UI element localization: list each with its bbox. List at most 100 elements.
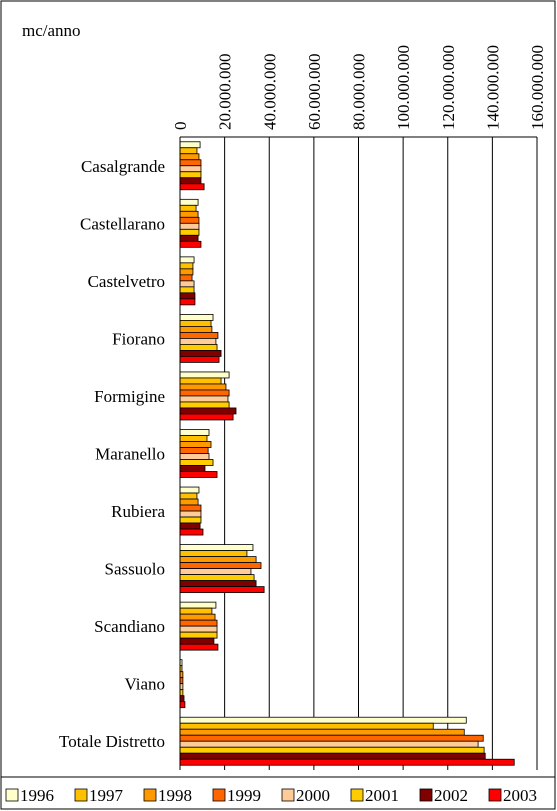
bar <box>179 395 229 403</box>
bar <box>179 222 200 230</box>
legend-label: 1996 <box>20 786 54 805</box>
bar <box>179 356 220 363</box>
x-tick-label: 60.000.000 <box>305 54 324 131</box>
bar <box>179 465 206 472</box>
bar <box>179 216 200 224</box>
bar <box>179 562 262 569</box>
x-tick-label: 160.000.000 <box>528 45 547 130</box>
y-tick-label: Casalgrande <box>81 157 165 176</box>
bar <box>179 619 218 627</box>
y-tick-label: Formigine <box>94 387 165 406</box>
legend-label: 2001 <box>365 786 399 805</box>
x-tick-label: 120.000.000 <box>439 45 458 130</box>
bar <box>179 286 195 294</box>
legend-label: 2000 <box>296 786 330 805</box>
bar <box>179 625 218 633</box>
bar <box>179 435 208 442</box>
bar <box>179 314 214 321</box>
bar <box>179 574 255 581</box>
bar <box>179 453 210 460</box>
bar <box>179 447 209 454</box>
legend-label: 2002 <box>434 786 468 805</box>
bar <box>179 528 204 536</box>
legend-label: 1997 <box>89 786 124 805</box>
bar <box>179 586 265 593</box>
bar <box>179 228 200 236</box>
bar <box>179 701 186 709</box>
bar <box>179 240 202 248</box>
y-tick-label: Totale Distretto <box>59 732 165 751</box>
x-tick-label: 140.000.000 <box>483 45 502 130</box>
y-tick-label: Castellarano <box>80 214 165 233</box>
bar <box>179 695 185 703</box>
bar <box>179 280 195 288</box>
bar <box>179 326 213 333</box>
bar <box>179 613 216 621</box>
x-tick-label: 0 <box>171 122 190 131</box>
bar <box>179 183 205 191</box>
bar <box>179 407 237 415</box>
bar <box>179 298 196 306</box>
bar <box>179 320 212 327</box>
bar <box>179 377 222 385</box>
unit-label: mc/anno <box>22 21 81 40</box>
bar <box>179 147 198 155</box>
x-tick-label: 80.000.000 <box>350 54 369 131</box>
bar <box>179 292 196 300</box>
bar <box>179 338 217 345</box>
bar <box>179 262 194 270</box>
bar <box>179 234 199 242</box>
bar <box>179 459 214 466</box>
y-tick-label: Sassuolo <box>105 560 165 579</box>
bar <box>179 274 193 282</box>
bar <box>179 165 202 173</box>
bar <box>179 141 201 149</box>
legend-label: 1998 <box>158 786 192 805</box>
bar <box>179 568 252 575</box>
bar <box>179 510 202 518</box>
bar <box>179 580 257 587</box>
y-tick-label: Castelvetro <box>88 272 165 291</box>
bar <box>179 429 210 436</box>
legend-swatch <box>5 788 19 802</box>
x-tick-label: 100.000.000 <box>394 45 413 130</box>
bar <box>179 159 202 167</box>
y-tick-label: Fiorano <box>112 329 165 348</box>
bar <box>179 383 227 391</box>
y-tick-label: Maranello <box>95 445 165 464</box>
bar <box>179 441 212 448</box>
bar <box>179 268 194 276</box>
bar <box>179 350 222 357</box>
bar <box>179 153 200 161</box>
bar <box>179 389 230 397</box>
legend-label: 2003 <box>503 786 537 805</box>
bar <box>179 504 202 512</box>
bar <box>179 752 486 760</box>
y-tick-label: Scandiano <box>94 617 165 636</box>
bar <box>179 716 467 724</box>
legend-swatch <box>212 788 226 802</box>
bar <box>179 728 465 736</box>
legend-border <box>0 776 556 810</box>
bar <box>179 556 257 563</box>
bar <box>179 171 202 179</box>
bar <box>179 401 230 409</box>
legend-swatch <box>350 788 364 802</box>
bar <box>179 734 484 742</box>
bar <box>179 332 219 339</box>
bar <box>179 204 197 212</box>
bar <box>179 722 434 730</box>
bar <box>179 492 198 500</box>
bar <box>179 498 199 506</box>
bar <box>179 643 219 651</box>
bar <box>179 637 215 645</box>
bar <box>179 740 479 748</box>
y-tick-label: Viano <box>124 675 165 694</box>
bar <box>179 177 202 185</box>
legend-label: 1999 <box>227 786 261 805</box>
legend-swatch <box>74 788 88 802</box>
bar <box>179 471 218 478</box>
bar <box>179 607 213 615</box>
bar <box>179 544 254 551</box>
